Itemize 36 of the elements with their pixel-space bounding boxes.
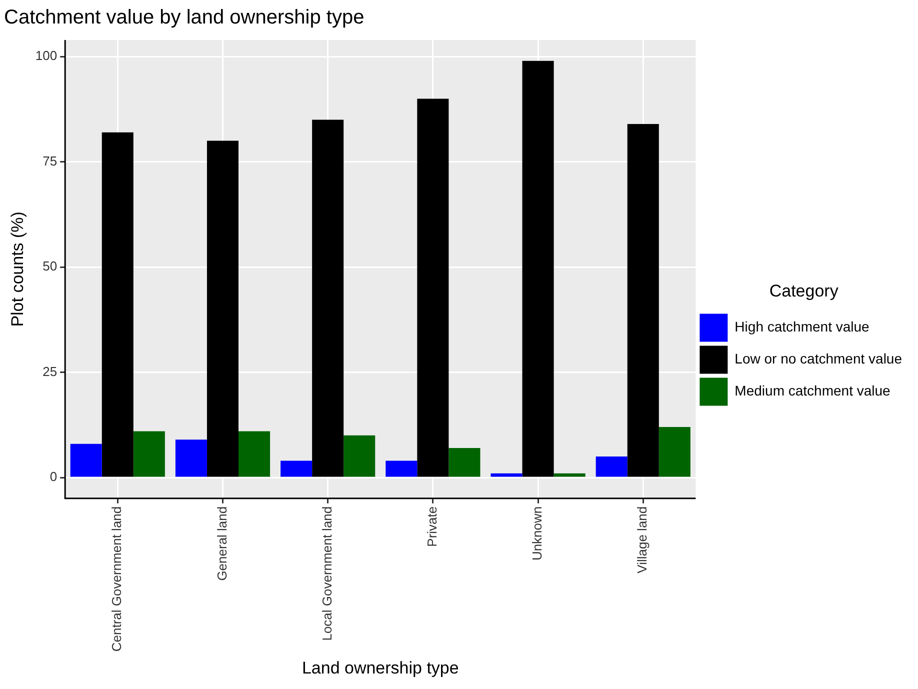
x-tick-label: Local Government land (319, 506, 334, 641)
bar (206, 140, 239, 477)
bar (522, 60, 554, 477)
bar (490, 473, 522, 477)
y-axis-title: Plot counts (%) (8, 212, 27, 327)
bar (175, 440, 207, 477)
chart-title: Catchment value by land ownership type (4, 6, 364, 29)
x-tick-label: Village land (634, 506, 650, 574)
bar (102, 132, 134, 477)
x-tick-label: Private (424, 506, 440, 547)
legend-label: Low or no catchment value (734, 350, 902, 367)
bar (70, 444, 102, 477)
bar (658, 427, 690, 477)
x-tick-label: Unknown (530, 506, 545, 561)
y-tick-label: 75 (42, 153, 58, 168)
bar (386, 460, 418, 477)
bar (133, 431, 165, 477)
x-tick-label: General land (214, 506, 230, 581)
bar (627, 124, 659, 477)
legend-title: Category (769, 281, 839, 300)
y-tick-label: 25 (42, 364, 58, 379)
bar (238, 431, 270, 477)
x-axis-title: Land ownership type (302, 658, 459, 678)
bar (344, 435, 376, 477)
bar (280, 460, 312, 477)
y-tick-label: 50 (42, 258, 58, 274)
bar (417, 98, 449, 477)
legend-label: High catchment value (734, 318, 870, 335)
x-tick-label: Central Government land (109, 506, 124, 652)
bar (554, 473, 586, 477)
bar (312, 120, 344, 477)
legend-label: Medium catchment value (734, 382, 891, 399)
y-tick-label: 0 (50, 469, 58, 484)
y-tick-label: 100 (35, 48, 58, 64)
bar (448, 448, 480, 477)
bar (596, 456, 628, 477)
